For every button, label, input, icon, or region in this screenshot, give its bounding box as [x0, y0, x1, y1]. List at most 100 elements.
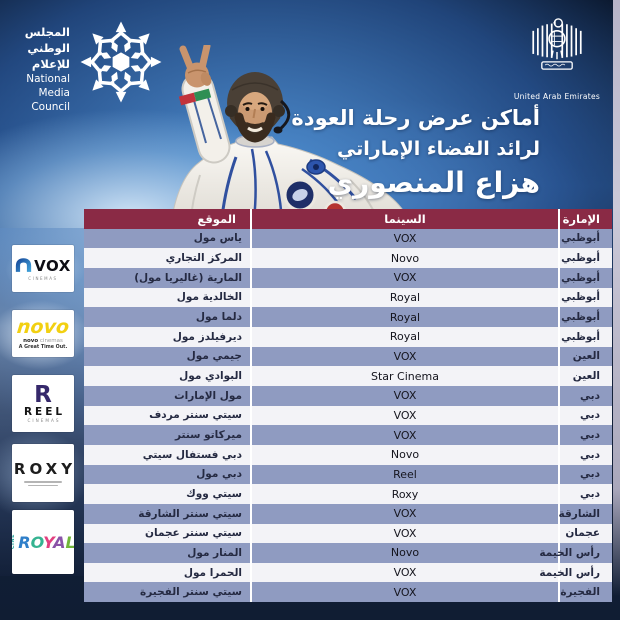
cell-location: دبي مول	[84, 464, 250, 485]
cell-emirate: دبي	[560, 405, 612, 426]
cell-location: الحمرا مول	[84, 562, 250, 583]
page-title: أماكن عرض رحلة العودة لرائد الفضاء الإما…	[291, 102, 540, 201]
cell-location: البوادي مول	[84, 366, 250, 386]
cell-emirate: رأس الخيمة	[539, 562, 612, 583]
cell-emirate: العين	[560, 346, 612, 367]
royal-logo-text: ROYAL	[18, 532, 74, 552]
table-row: سيتي سنتر مردف VOX دبي	[84, 405, 612, 426]
cell-emirate: أبوظبي	[560, 307, 612, 327]
cell-cinema: VOX	[252, 582, 558, 603]
cell-emirate: دبي	[560, 444, 612, 465]
table-row: جيمي مول VOX العين	[84, 346, 612, 367]
table-row: الحمرا مول VOX رأس الخيمة	[84, 562, 612, 583]
cell-location: مول الإمارات	[84, 385, 250, 406]
vox-cinemas-logo: VOX CINEMAS	[12, 245, 74, 292]
vox-logo-subtext: CINEMAS	[28, 275, 58, 281]
vox-logo-text: VOX	[34, 256, 71, 275]
cell-location: جيمي مول	[84, 346, 250, 367]
table-row: دبي مول Reel دبي	[84, 464, 612, 485]
cell-cinema: Novo	[252, 444, 558, 465]
reel-cinemas-logo: R REEL CINEMAS	[12, 375, 74, 432]
nmc-english-line: Council	[31, 101, 70, 113]
cell-emirate: الفجيرة	[560, 582, 612, 603]
cell-cinema: Roxy	[252, 484, 558, 504]
cell-location: سيتي سنتر عجمان	[84, 523, 250, 544]
cell-cinema: VOX	[252, 503, 558, 524]
roxy-smallprint-bar	[28, 484, 58, 487]
table-row: سيتي سنتر الفجيرة VOX الفجيرة	[84, 582, 612, 603]
cell-location: المارية (غاليريا مول)	[84, 267, 250, 288]
cell-cinema: Novo	[252, 248, 558, 268]
roxy-logo-text: ROXY	[13, 459, 74, 478]
table-row: المارية (غاليريا مول) VOX أبوظبي	[84, 267, 612, 288]
table-row: الخالدية مول Royal أبوظبي	[84, 287, 612, 308]
cell-emirate: أبوظبي	[560, 228, 612, 249]
nmc-starburst-icon	[80, 21, 162, 103]
nmc-arabic-line: المجلس	[24, 25, 70, 39]
table-row: ياس مول VOX أبوظبي	[84, 228, 612, 249]
cell-cinema: Royal	[252, 307, 558, 327]
cell-location: المنار مول	[84, 543, 250, 563]
cell-emirate: عجمان	[560, 523, 612, 544]
cell-cinema: VOX	[252, 523, 558, 544]
table-row: دبي فستفال سيتي Novo دبي	[84, 444, 612, 465]
header-cinema: السينما	[252, 209, 558, 229]
novo-logo-subtext: novo cinemas	[23, 337, 63, 344]
nmc-logo-text: المجلس الوطني للإعلام National Media Cou…	[16, 20, 70, 114]
cell-emirate: دبي	[560, 464, 612, 485]
astronaut-photo	[169, 45, 413, 230]
table-row: البوادي مول Star Cinema العين	[84, 366, 612, 386]
header-location: الموقع	[84, 209, 250, 229]
novo-cinemas-logo: novo novo cinemas A Great Time Out.	[12, 310, 74, 357]
cell-emirate: أبوظبي	[560, 267, 612, 288]
cell-emirate: أبوظبي	[560, 287, 612, 308]
cell-emirate: دبي	[560, 425, 612, 445]
title-line-3: هزاع المنصوري	[327, 166, 540, 199]
cell-location: دبي فستفال سيتي	[84, 444, 250, 465]
cell-cinema: VOX	[252, 385, 558, 406]
novo-logo-tagline: A Great Time Out.	[18, 344, 68, 350]
cell-emirate: دبي	[560, 484, 612, 504]
table-row: المركز التجاري Novo أبوظبي	[84, 248, 612, 268]
cell-cinema: VOX	[252, 405, 558, 426]
cell-cinema: Novo	[252, 543, 558, 563]
header-emirate: الإمارة	[560, 209, 612, 229]
cell-location: سيتي سنتر الفجيرة	[84, 582, 250, 603]
cell-emirate: رأس الخيمة	[539, 543, 612, 563]
reel-logo-text: REEL	[23, 406, 66, 418]
table-row: سيتي سنتر الشارقة VOX الشارقة	[84, 503, 612, 524]
cell-cinema: VOX	[252, 562, 558, 583]
cell-location: دلما مول	[84, 307, 250, 327]
right-edge-strip	[613, 0, 620, 596]
cell-cinema: Royal	[252, 326, 558, 347]
screening-locations-table: الموقع السينما الإمارة ياس مول VOX أبوظب…	[84, 209, 612, 603]
table-row: ديرفيلدز مول Royal أبوظبي	[84, 326, 612, 347]
cell-location: ياس مول	[84, 228, 250, 249]
nmc-english-line: Media	[38, 87, 70, 99]
reel-logo-subtext: CINEMAS	[27, 418, 61, 423]
uae-emblem: United Arab Emirates	[502, 10, 612, 101]
cell-location: المركز التجاري	[84, 248, 250, 268]
table-row: ميركاتو سنتر VOX دبي	[84, 425, 612, 445]
cell-location: سيتي سنتر مردف	[84, 405, 250, 426]
cell-cinema: VOX	[252, 228, 558, 249]
cell-location: الخالدية مول	[84, 287, 250, 308]
cell-cinema: Royal	[252, 287, 558, 308]
table-row: المنار مول Novo رأس الخيمة	[84, 543, 612, 563]
title-line-1: أماكن عرض رحلة العودة	[291, 106, 540, 130]
cell-cinema: VOX	[252, 425, 558, 445]
roxy-smallprint-bar	[24, 480, 62, 483]
table-row: دلما مول Royal أبوظبي	[84, 307, 612, 327]
cell-emirate: دبي	[560, 385, 612, 406]
nmc-logo: المجلس الوطني للإعلام National Media Cou…	[16, 20, 165, 114]
nmc-english-line: National	[26, 73, 70, 85]
cell-cinema: Reel	[252, 464, 558, 485]
cell-cinema: Star Cinema	[252, 366, 558, 386]
cell-emirate: الشارقة	[559, 503, 612, 524]
cell-location: سيتي سنتر الشارقة	[84, 503, 250, 524]
cell-cinema: VOX	[252, 267, 558, 288]
title-line-2: لرائد الفضاء الإماراتي	[336, 138, 540, 160]
novo-logo-script: novo	[15, 315, 71, 338]
cell-cinema: VOX	[252, 346, 558, 367]
